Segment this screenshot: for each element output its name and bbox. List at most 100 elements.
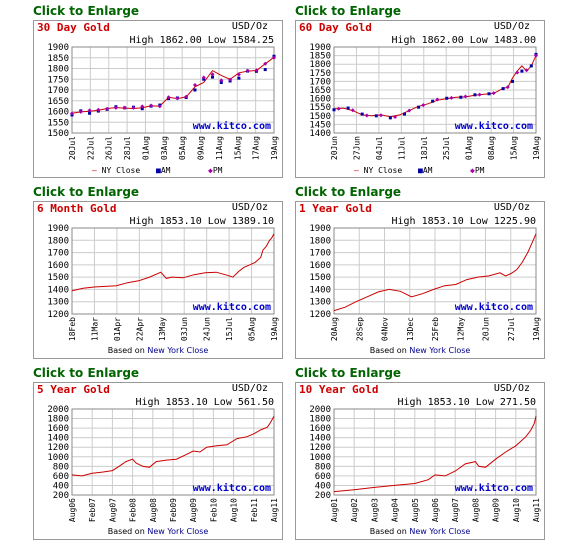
pm-point: [166, 95, 171, 100]
chart-panel[interactable]: 1500 1550 1600 1650 1700 1750 1800 1850 1900 20Ju…: [33, 20, 283, 178]
chart-panel[interactable]: 200 400 600 800 1000 1200 1400 1600 1800 2000 Aug0…: [33, 382, 283, 540]
y-tick-label: 1300: [309, 298, 331, 308]
chart-cell-1year: Click to Enlarge 1200 1300 1400 1500 1600 170…: [295, 185, 551, 361]
click-to-enlarge-link[interactable]: Click to Enlarge: [295, 185, 402, 199]
pm-point: [175, 96, 180, 101]
plot-frame: [333, 227, 537, 315]
y-tick-label: 1500: [309, 112, 331, 122]
click-to-enlarge-link[interactable]: Click to Enlarge: [295, 4, 402, 18]
pm-point: [140, 104, 145, 109]
am-point: [346, 106, 350, 110]
chart-high-low: High 1862.00 Low 1584.25: [129, 35, 275, 46]
x-tick-label: 11Mar: [90, 317, 99, 341]
am-point: [417, 105, 421, 109]
am-point: [487, 92, 491, 96]
ny-close-link[interactable]: New York Close: [409, 346, 471, 355]
pm-point: [219, 78, 224, 83]
pm-point: [131, 105, 136, 110]
pm-point: [87, 108, 92, 113]
pm-point: [378, 113, 383, 118]
series-line-ny-close: [71, 233, 275, 292]
chart-panel[interactable]: 1200 1300 1400 1500 1600 1700 1800 1900 20Aug 28S…: [295, 201, 545, 359]
y-tick-label: 1850: [47, 54, 69, 64]
y-tick-label: 1750: [47, 75, 69, 85]
click-to-enlarge-link[interactable]: Click to Enlarge: [33, 366, 140, 380]
based-prefix: Based on: [369, 346, 407, 355]
based-on-note: Based on New York Close: [34, 346, 282, 355]
x-tick-label: 20Jul: [68, 136, 77, 160]
y-tick-label: 1750: [309, 69, 331, 79]
chart-high-low: High 1862.00 Low 1483.00: [391, 35, 537, 46]
y-tick-label: 1900: [309, 43, 331, 53]
y-tick-label: 1650: [309, 86, 331, 96]
am-point: [263, 68, 267, 72]
y-tick-label: 1600: [47, 108, 69, 118]
x-tick-label: 19Aug: [270, 136, 279, 160]
x-tick-label: 24Jun: [203, 317, 212, 341]
x-tick-label: 05Aug: [248, 317, 257, 341]
y-tick-label: 1550: [47, 118, 69, 128]
pm-point: [393, 115, 398, 120]
y-tick-label: 2000: [309, 405, 331, 415]
chart-unit: USD/Oz: [493, 202, 530, 213]
chart-unit: USD/Oz: [231, 21, 268, 32]
y-tick-label: 400: [53, 481, 69, 491]
am-point: [445, 96, 449, 100]
x-tick-label: Aug01: [330, 498, 339, 522]
pm-point: [105, 106, 110, 111]
x-tick-label: 19Aug: [532, 136, 541, 160]
chart-cell-10year: Click to Enlarge 200 400 600 800 1000 1200 140…: [295, 366, 551, 542]
based-prefix: Based on: [107, 346, 145, 355]
y-tick-label: 200: [315, 491, 331, 501]
x-tick-label: 15Aug: [510, 136, 519, 160]
x-tick-label: Aug08: [149, 498, 158, 522]
pm-point: [122, 105, 127, 110]
y-tick-label: 1600: [309, 424, 331, 434]
series-line-ny-close: [71, 56, 275, 114]
y-tick-label: 1800: [309, 236, 331, 246]
pm-point: [78, 109, 83, 114]
y-tick-label: 1600: [47, 261, 69, 271]
x-tick-label: 27Jul: [507, 317, 516, 341]
chart-panel[interactable]: 1200 1300 1400 1500 1600 1700 1800 1900 18Feb 11M…: [33, 201, 283, 359]
x-tick-label: 15Jul: [225, 317, 234, 341]
click-to-enlarge-link[interactable]: Click to Enlarge: [33, 185, 140, 199]
chart-title: 10 Year Gold: [299, 383, 379, 396]
am-point: [529, 64, 533, 68]
chart-panel[interactable]: 200 400 600 800 1000 1200 1400 1600 1800 2000 Aug0…: [295, 382, 545, 540]
legend-am: ■AM: [418, 166, 433, 175]
pm-point: [157, 104, 162, 109]
ny-close-link[interactable]: New York Close: [409, 527, 471, 536]
x-tick-label: 25Feb: [431, 317, 440, 341]
ny-close-link[interactable]: New York Close: [147, 527, 209, 536]
pm-point: [463, 94, 468, 99]
click-to-enlarge-link[interactable]: Click to Enlarge: [295, 366, 402, 380]
ny-close-link[interactable]: New York Close: [147, 346, 209, 355]
am-point: [431, 99, 435, 103]
am-point: [374, 114, 378, 118]
y-tick-label: 1900: [309, 224, 331, 234]
pm-point: [210, 72, 215, 77]
plot-frame: [333, 408, 537, 496]
x-tick-label: 04Jul: [375, 136, 384, 160]
click-to-enlarge-link[interactable]: Click to Enlarge: [33, 4, 140, 18]
chart-panel[interactable]: 1400 1450 1500 1550 1600 1650 1700 1750 1800 1850…: [295, 20, 545, 178]
pm-point: [149, 103, 154, 108]
x-tick-label: Aug10: [230, 498, 239, 522]
pm-point: [96, 107, 101, 112]
y-tick-label: 1200: [309, 443, 331, 453]
pm-point: [184, 94, 189, 99]
chart-high-low: High 1853.10 Low 1225.90: [391, 216, 537, 227]
x-tick-label: 18Jul: [420, 136, 429, 160]
chart-title: 6 Month Gold: [37, 202, 117, 215]
pm-point: [272, 55, 276, 60]
y-tick-label: 1500: [309, 273, 331, 283]
chart-high-low: High 1853.10 Low 1389.10: [129, 216, 275, 227]
x-tick-label: 03Jun: [180, 317, 189, 341]
x-tick-label: 13May: [158, 317, 167, 341]
am-point: [360, 112, 364, 116]
pm-point: [491, 91, 496, 96]
y-tick-label: 1650: [47, 97, 69, 107]
kitco-watermark: www.kitco.com: [193, 120, 271, 132]
